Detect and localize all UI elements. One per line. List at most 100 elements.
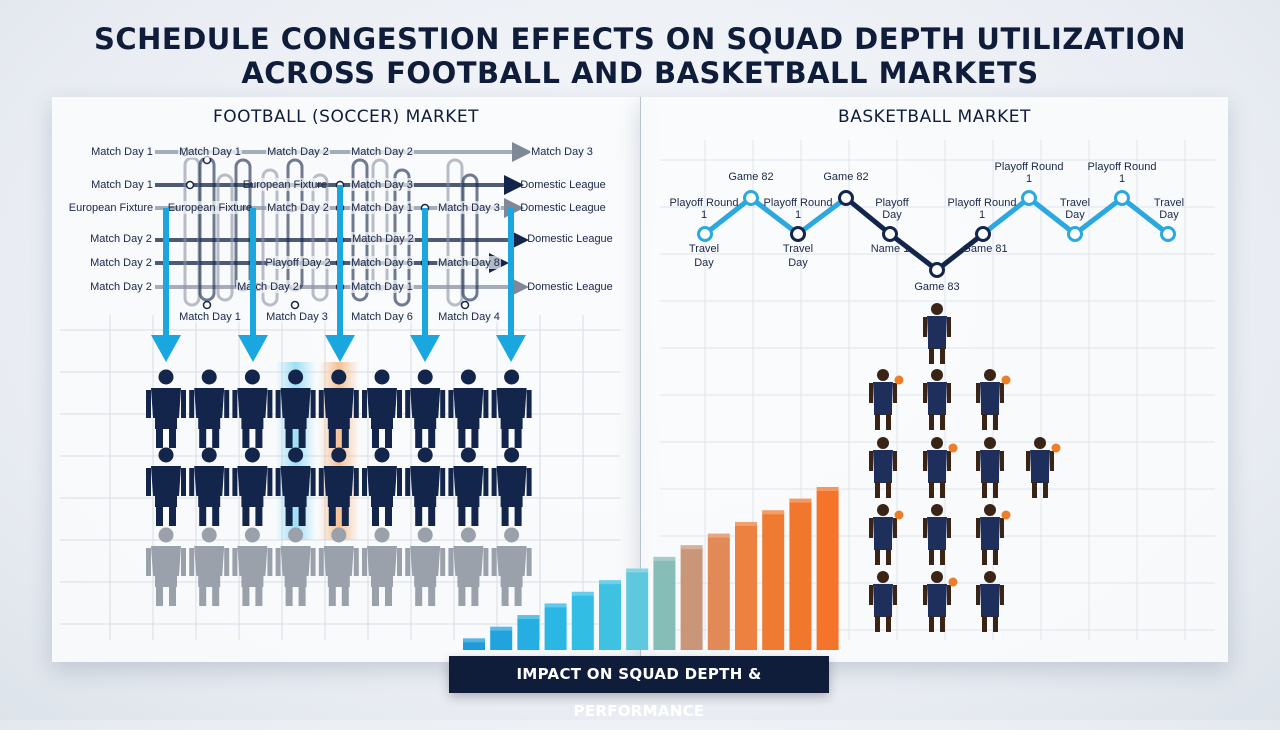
player-arm: [267, 548, 273, 576]
player-head: [984, 571, 996, 583]
footballer-silhouette: [146, 447, 186, 526]
player-shorts: [874, 607, 892, 617]
player-arm: [181, 390, 186, 418]
fixture-label-bg: [531, 178, 595, 191]
player-arm: [526, 390, 532, 418]
player-torso: [280, 546, 311, 576]
player-head: [244, 527, 260, 543]
footballer-silhouette: [448, 527, 489, 606]
basketball-ball: [1001, 375, 1011, 385]
player-shorts: [928, 607, 946, 617]
footballer-silhouette: [232, 527, 273, 606]
player-arm: [947, 383, 951, 403]
player-jersey: [927, 584, 947, 608]
player-shorts: [874, 540, 892, 550]
footballer-silhouette: [491, 527, 532, 606]
schedule-segment: [748, 195, 801, 237]
impact-bar-highlight: [735, 521, 757, 526]
down-arrow-shaft: [337, 185, 343, 335]
player-head: [984, 504, 996, 516]
basketball-player: [923, 571, 958, 632]
player-arm: [869, 585, 873, 605]
player-leg: [156, 428, 163, 448]
player-shorts: [414, 494, 437, 507]
schedule-segment: [1072, 195, 1125, 237]
basketball-ball: [1051, 443, 1061, 453]
player-shorts: [371, 574, 393, 587]
player-arm: [397, 548, 402, 576]
player-arm: [483, 468, 489, 496]
basketball-ball: [894, 510, 904, 520]
schedule-label: 1: [1026, 173, 1032, 185]
player-leg: [242, 506, 250, 526]
schedule-label: Travel: [1060, 197, 1090, 209]
fixture-label-bg: [437, 201, 501, 214]
impact-bar-highlight: [463, 638, 485, 643]
player-leg: [199, 428, 207, 448]
player-leg: [1043, 482, 1048, 498]
player-shorts: [457, 574, 480, 587]
player-arm: [232, 548, 238, 576]
player-shorts: [371, 494, 393, 507]
player-torso: [323, 466, 354, 496]
player-arm: [976, 518, 980, 538]
player-shorts: [500, 494, 523, 507]
player-leg: [428, 428, 436, 448]
player-torso: [367, 388, 397, 418]
schedule-node: [838, 190, 854, 206]
player-arm: [224, 548, 230, 576]
player-leg: [875, 482, 880, 498]
player-shorts: [327, 494, 350, 507]
player-head: [244, 447, 260, 463]
fixture-label-bg: [538, 232, 602, 245]
player-shorts: [241, 494, 264, 507]
player-shorts: [241, 574, 264, 587]
player-leg: [328, 428, 336, 448]
schedule-label: Travel: [689, 243, 719, 255]
player-arm: [232, 468, 238, 496]
player-leg: [385, 586, 392, 606]
player-arm: [947, 518, 951, 538]
fixture-track: [461, 173, 479, 302]
player-head: [417, 447, 433, 463]
impact-bar: [762, 510, 785, 650]
footballer-silhouette: [405, 527, 446, 606]
player-leg: [169, 428, 176, 448]
player-leg: [385, 428, 392, 448]
player-shorts: [198, 416, 221, 429]
player-arm: [491, 390, 497, 418]
player-head: [931, 303, 943, 315]
player-shorts: [874, 405, 892, 415]
player-arm: [353, 468, 359, 496]
player-arm: [146, 548, 151, 576]
schedule-node: [1067, 226, 1083, 242]
player-leg: [285, 428, 293, 448]
fixture-label: Match Day 2: [267, 202, 329, 214]
football-fixture-labels: Match Day 1 Match Day 1 Match Day 2 Match D…: [69, 145, 613, 323]
player-leg: [993, 482, 998, 498]
player-leg: [940, 414, 945, 430]
player-arm: [440, 390, 446, 418]
player-arm: [405, 390, 411, 418]
fixture-label-bg: [350, 201, 414, 214]
player-head: [201, 369, 217, 385]
fixture-label: Match Day 6: [351, 311, 413, 323]
schedule-label: Day: [694, 257, 714, 269]
player-leg: [501, 586, 509, 606]
player-torso: [280, 466, 311, 496]
player-shorts: [457, 416, 480, 429]
down-arrow-head: [238, 335, 268, 362]
player-arm: [923, 585, 927, 605]
footballer-silhouette: [232, 447, 273, 526]
player-leg: [501, 506, 509, 526]
fixture-label: Match Day 3: [351, 179, 413, 191]
impact-banner: IMPACT ON SQUAD DEPTH & PERFORMANCE: [449, 656, 829, 720]
footballer-silhouette: [146, 369, 186, 448]
player-shorts: [371, 416, 393, 429]
impact-bar: [463, 638, 485, 650]
player-arm: [1050, 451, 1054, 471]
player-jersey: [873, 382, 893, 406]
player-leg: [875, 414, 880, 430]
fixture-node: [202, 300, 212, 310]
